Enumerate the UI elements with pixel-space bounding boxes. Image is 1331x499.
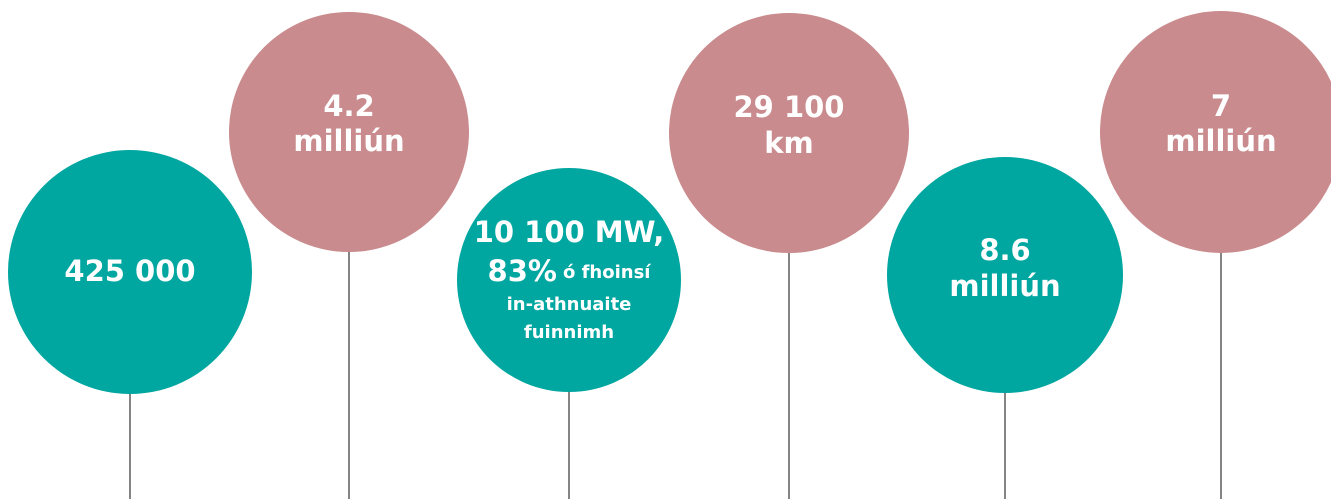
circle [457,168,681,392]
stat: milliún [1165,124,1276,158]
stat: 83% [488,254,557,288]
stat: km [764,126,814,160]
circle [669,13,909,253]
stat: milliún [293,124,404,158]
stat: 425 000 [64,254,195,288]
stat: 83% ó fhoinsí [488,254,652,288]
circle [8,150,252,394]
stat: 4.2 [323,89,374,123]
stat: milliún [949,269,1060,303]
stat-detail: ó fhoinsí [563,262,651,283]
stat-detail: in-athnuaite [507,294,632,315]
circle [229,12,469,252]
circle [1100,11,1331,253]
stat: 7 [1211,89,1231,123]
circle [887,157,1123,393]
stat: 10 100 MW, [474,215,665,249]
stat-detail: fuinnimh [524,322,614,343]
stat: 8.6 [979,233,1030,267]
stat: 29 100 [734,90,845,124]
